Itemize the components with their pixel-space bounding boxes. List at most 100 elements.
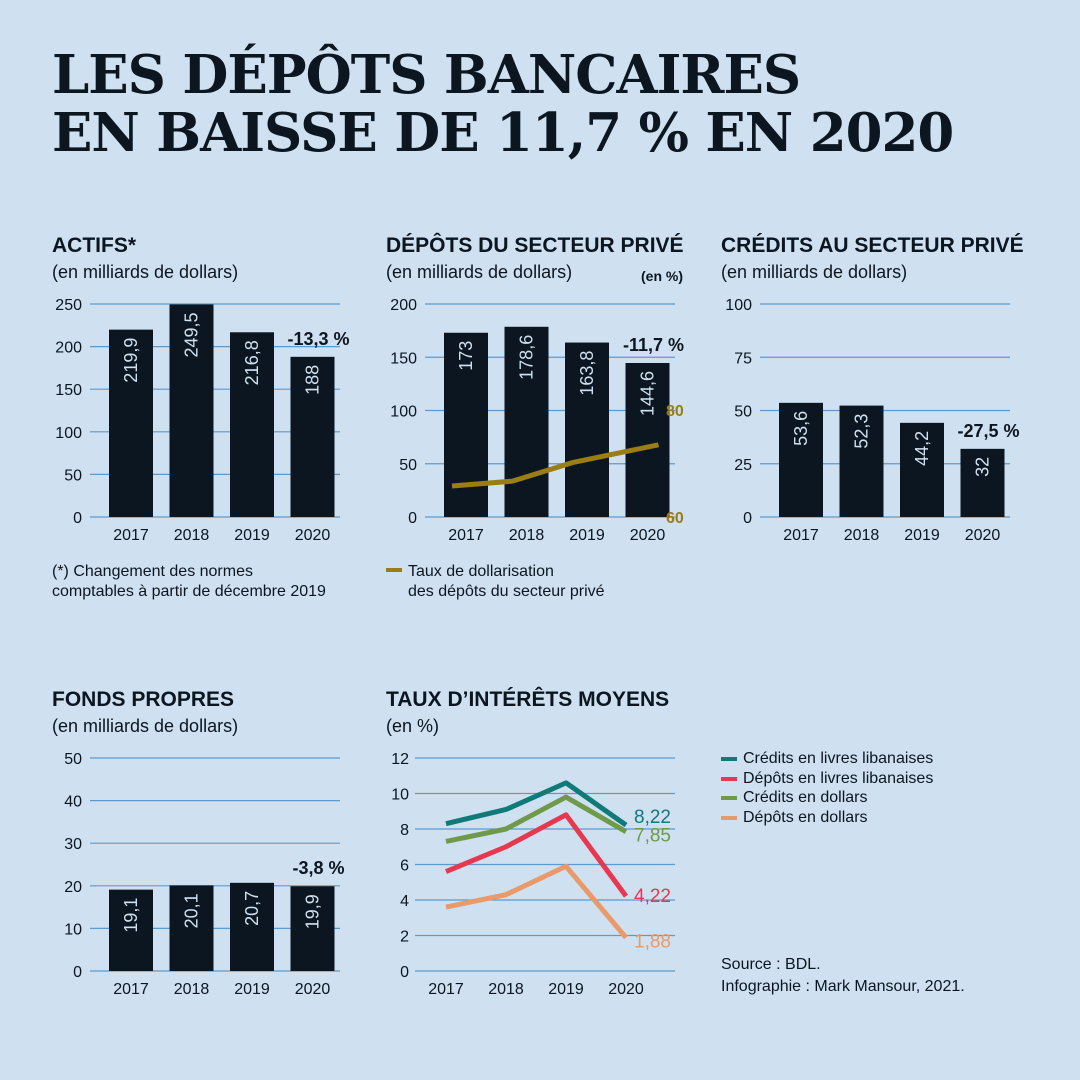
y-tick-label: 50 [399, 457, 417, 474]
y-tick-label: 250 [55, 297, 82, 314]
title-line-1: LES DÉPÔTS BANCAIRES [52, 44, 801, 106]
bar-value-label: 216,8 [242, 340, 262, 385]
y-tick-label: 20 [64, 879, 82, 896]
bar-value-label: 19,1 [121, 898, 141, 933]
note-actifs-line: comptables à partir de décembre 2019 [52, 583, 326, 600]
legend-label: Dépôts en livres libanaises [743, 769, 934, 787]
bar-value-label: 20,7 [242, 891, 262, 926]
y-tick-label: 200 [55, 340, 82, 357]
bar-2018 [169, 304, 214, 517]
y-tick-label: 8 [400, 822, 409, 839]
bar-2020 [290, 356, 335, 517]
bar-value-label: 44,2 [912, 431, 932, 466]
y-tick-label: 0 [743, 510, 752, 527]
x-tick-label: 2019 [569, 527, 605, 544]
bar-value-label: 53,6 [791, 411, 811, 446]
credits-title: CRÉDITS AU SECTEUR PRIVÉ [721, 234, 1024, 257]
x-tick-label: 2018 [509, 527, 545, 544]
y-tick-label: 10 [391, 787, 409, 804]
y-tick-label: 0 [400, 964, 409, 981]
secondary-tick-label: 60 [666, 510, 684, 527]
bar-2018 [504, 326, 549, 517]
page-title: LES DÉPÔTS BANCAIRES EN BAISSE DE 11,7 %… [52, 44, 954, 162]
bar-2018 [169, 885, 214, 971]
fonds-title: FONDS PROPRES [52, 688, 235, 711]
x-tick-label: 2018 [488, 981, 524, 998]
x-tick-label: 2019 [234, 981, 270, 998]
y-tick-label: 75 [734, 350, 752, 367]
bar-2019 [900, 422, 944, 517]
change-annotation: -13,3 % [287, 329, 349, 349]
y-tick-label: 40 [64, 794, 82, 811]
depots-secondary-axis-label: (en %) [641, 268, 683, 284]
depots-chart: 0 50 100 150 200 173 2017 178,6 2018 163,8 2019 144… [390, 297, 684, 544]
series-end-label: 4,22 [634, 886, 671, 907]
y-tick-label: 0 [408, 510, 417, 527]
credit-line: Infographie : Mark Mansour, 2021. [721, 978, 965, 995]
y-tick-label: 10 [64, 921, 82, 938]
y-tick-label: 30 [64, 836, 82, 853]
bar-value-label: 219,9 [121, 338, 141, 383]
bar-value-label: 188 [303, 365, 323, 395]
change-annotation: -27,5 % [957, 421, 1019, 441]
legend-swatch [721, 796, 737, 800]
bar-value-label: 163,8 [577, 351, 597, 396]
legend-item-red: Dépôts en livres libanaises [721, 770, 933, 788]
series-line-green [445, 794, 628, 844]
bar-value-label: 249,5 [182, 312, 202, 357]
x-tick-label: 2019 [234, 527, 270, 544]
y-tick-label: 150 [55, 382, 82, 399]
series-line-red [445, 812, 629, 898]
x-tick-label: 2020 [295, 527, 331, 544]
legend-swatch [721, 757, 737, 761]
y-tick-label: 6 [400, 858, 409, 875]
depots-line-legend-swatch [386, 568, 402, 572]
y-tick-label: 4 [400, 893, 409, 910]
y-tick-label: 50 [734, 404, 752, 421]
credits-chart: 0 25 50 75 100 53,6 2017 52,3 2018 44,2 2019 32 2020… [725, 297, 1019, 544]
y-tick-label: 100 [55, 425, 82, 442]
fonds-chart: 0 10 20 30 40 50 19,1 2017 20,1 2018 20,7 2019 19,9 2… [64, 751, 344, 998]
y-tick-label: 100 [725, 297, 752, 314]
x-tick-label: 2020 [630, 527, 666, 544]
x-tick-label: 2017 [113, 527, 149, 544]
bar-2017 [779, 402, 823, 517]
y-tick-label: 100 [390, 404, 417, 421]
bar-2017 [109, 889, 153, 971]
y-tick-label: 0 [73, 510, 82, 527]
x-tick-label: 2017 [448, 527, 484, 544]
legend-item-green: Crédits en dollars [721, 789, 868, 807]
series-end-label: 8,22 [634, 807, 671, 828]
note-depots-line: Taux de dollarisation [408, 563, 554, 580]
y-tick-label: 150 [390, 350, 417, 367]
taux-title: TAUX D’INTÉRÊTS MOYENS [386, 688, 670, 711]
y-tick-label: 50 [64, 751, 82, 768]
x-tick-label: 2020 [965, 527, 1001, 544]
bar-value-label: 144,6 [638, 371, 658, 416]
depots-line-legend: Taux de dollarisation des dépôts du secte… [386, 562, 605, 602]
bar-value-label: 19,9 [303, 894, 323, 929]
bar-2020 [625, 363, 670, 517]
bar-value-label: 20,1 [182, 893, 202, 928]
y-tick-label: 2 [400, 929, 409, 946]
series-end-label: 1,88 [634, 932, 671, 953]
series-line-teal [445, 780, 628, 828]
legend-item-teal: Crédits en livres libanaises [721, 750, 933, 768]
legend-swatch [721, 815, 737, 820]
y-tick-label: 25 [734, 457, 752, 474]
legend-label: Crédits en livres libanaises [743, 750, 934, 767]
actifs-subtitle: (en milliards de dollars) [52, 262, 239, 282]
bar-2018 [839, 405, 884, 517]
bar-2020 [960, 448, 1005, 517]
y-tick-label: 50 [64, 467, 82, 484]
x-tick-label: 2018 [844, 527, 880, 544]
bar-2020 [290, 886, 335, 971]
x-tick-label: 2017 [783, 527, 819, 544]
bar-value-label: 173 [456, 341, 476, 371]
x-tick-label: 2017 [113, 981, 149, 998]
x-tick-label: 2020 [295, 981, 331, 998]
y-tick-label: 200 [390, 297, 417, 314]
series-end-label: 7,85 [634, 826, 671, 847]
change-annotation: -3,8 % [292, 858, 344, 878]
secondary-tick-label: 80 [666, 403, 684, 420]
